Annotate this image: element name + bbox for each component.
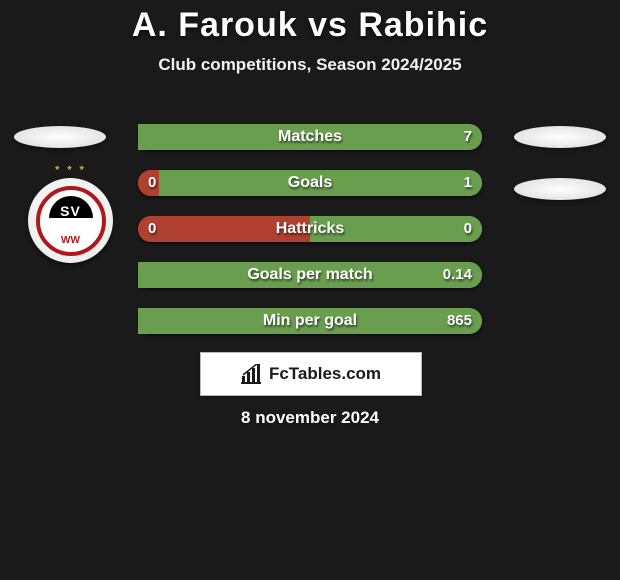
club-badge-inner: SV WW [36, 186, 106, 256]
stat-row-matches: Matches 7 [138, 124, 482, 150]
player-left-marker [14, 126, 106, 148]
stat-label: Goals [138, 170, 482, 196]
brand-text: FcTables.com [269, 364, 381, 384]
club-badge: ★ ★ ★ SV WW [28, 178, 113, 263]
player-right-marker-1 [514, 126, 606, 148]
badge-stars-icon: ★ ★ ★ [54, 164, 87, 172]
page-title: A. Farouk vs Rabihic [0, 0, 620, 45]
stat-value-right: 1 [464, 170, 472, 196]
player-right-marker-2 [514, 178, 606, 200]
stat-label: Goals per match [138, 262, 482, 288]
stat-row-hattricks: 0 Hattricks 0 [138, 216, 482, 242]
badge-bottom-text: WW [61, 235, 80, 246]
stat-label: Hattricks [138, 216, 482, 242]
stat-value-right: 865 [447, 308, 472, 334]
stat-row-goals-per-match: Goals per match 0.14 [138, 262, 482, 288]
brand-box[interactable]: FcTables.com [200, 352, 422, 396]
stat-value-right: 7 [464, 124, 472, 150]
stat-row-goals: 0 Goals 1 [138, 170, 482, 196]
stats-container: Matches 7 0 Goals 1 0 Hattricks 0 Goals … [138, 124, 482, 354]
stat-row-min-per-goal: Min per goal 865 [138, 308, 482, 334]
brand-chart-icon [241, 364, 263, 384]
stat-value-right: 0 [464, 216, 472, 242]
stat-label: Min per goal [138, 308, 482, 334]
stat-value-right: 0.14 [443, 262, 472, 288]
page-subtitle: Club competitions, Season 2024/2025 [0, 55, 620, 75]
comparison-card: A. Farouk vs Rabihic Club competitions, … [0, 0, 620, 580]
stat-label: Matches [138, 124, 482, 150]
badge-top-text: SV [60, 203, 81, 219]
footer-date: 8 november 2024 [0, 408, 620, 428]
